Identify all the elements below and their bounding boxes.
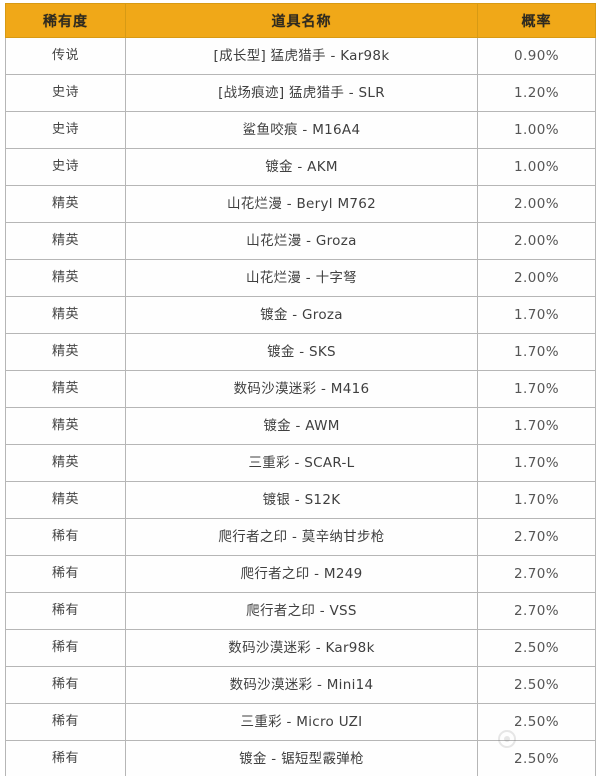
table-row: 精英 镀银 - S12K 1.70%: [5, 481, 596, 519]
cell-rarity: 史诗: [5, 74, 126, 112]
cell-probability: 1.70%: [477, 333, 596, 371]
table-row: 精英 数码沙漠迷彩 - M416 1.70%: [5, 370, 596, 408]
cell-item-name: [成长型] 猛虎猎手 - Kar98k: [125, 37, 478, 75]
cell-probability: 2.50%: [477, 666, 596, 704]
cell-rarity: 史诗: [5, 148, 126, 186]
table-row: 稀有 爬行者之印 - 莫辛纳甘步枪 2.70%: [5, 518, 596, 556]
cell-rarity: 稀有: [5, 518, 126, 556]
table-header-row: 稀有度 道具名称 概率: [5, 3, 596, 38]
cell-item-name: 镀金 - AKM: [125, 148, 478, 186]
table-row: 传说 [成长型] 猛虎猎手 - Kar98k 0.90%: [5, 37, 596, 75]
cell-rarity: 精英: [5, 407, 126, 445]
table-row: 稀有 镀金 - 锯短型霰弹枪 2.50%: [5, 740, 596, 776]
cell-item-name: 镀金 - 锯短型霰弹枪: [125, 740, 478, 776]
cell-probability: 1.00%: [477, 148, 596, 186]
table-row: 精英 镀金 - SKS 1.70%: [5, 333, 596, 371]
table-row: 精英 山花烂漫 - Beryl M762 2.00%: [5, 185, 596, 223]
cell-rarity: 史诗: [5, 111, 126, 149]
cell-rarity: 精英: [5, 444, 126, 482]
cell-item-name: 山花烂漫 - Beryl M762: [125, 185, 478, 223]
table-row: 稀有 爬行者之印 - VSS 2.70%: [5, 592, 596, 630]
cell-item-name: 山花烂漫 - Groza: [125, 222, 478, 260]
table-row: 史诗 鲨鱼咬痕 - M16A4 1.00%: [5, 111, 596, 149]
table-row: 精英 山花烂漫 - Groza 2.00%: [5, 222, 596, 260]
cell-rarity: 传说: [5, 37, 126, 75]
cell-probability: 1.20%: [477, 74, 596, 112]
cell-item-name: 镀金 - Groza: [125, 296, 478, 334]
cell-probability: 1.70%: [477, 444, 596, 482]
cell-probability: 2.50%: [477, 740, 596, 776]
cell-item-name: 镀银 - S12K: [125, 481, 478, 519]
table-row: 精英 镀金 - AWM 1.70%: [5, 407, 596, 445]
cell-item-name: 爬行者之印 - M249: [125, 555, 478, 593]
cell-probability: 2.70%: [477, 555, 596, 593]
cell-rarity: 稀有: [5, 740, 126, 776]
cell-item-name: 数码沙漠迷彩 - M416: [125, 370, 478, 408]
cell-probability: 1.00%: [477, 111, 596, 149]
cell-probability: 2.00%: [477, 222, 596, 260]
table-row: 精英 镀金 - Groza 1.70%: [5, 296, 596, 334]
cell-rarity: 精英: [5, 296, 126, 334]
cell-rarity: 稀有: [5, 629, 126, 667]
cell-probability: 2.00%: [477, 185, 596, 223]
column-header-rarity: 稀有度: [5, 3, 126, 38]
table-header: 稀有度 道具名称 概率: [5, 3, 596, 38]
table-row: 史诗 镀金 - AKM 1.00%: [5, 148, 596, 186]
cell-rarity: 稀有: [5, 666, 126, 704]
cell-probability: 2.50%: [477, 629, 596, 667]
cell-probability: 0.90%: [477, 37, 596, 75]
cell-item-name: 三重彩 - Micro UZI: [125, 703, 478, 741]
column-header-probability: 概率: [477, 3, 596, 38]
cell-probability: 2.70%: [477, 592, 596, 630]
cell-item-name: 镀金 - AWM: [125, 407, 478, 445]
table-row: 稀有 三重彩 - Micro UZI 2.50%: [5, 703, 596, 741]
cell-item-name: 数码沙漠迷彩 - Kar98k: [125, 629, 478, 667]
table-row: 稀有 数码沙漠迷彩 - Kar98k 2.50%: [5, 629, 596, 667]
table-row: 精英 山花烂漫 - 十字弩 2.00%: [5, 259, 596, 297]
cell-rarity: 精英: [5, 259, 126, 297]
cell-rarity: 稀有: [5, 703, 126, 741]
cell-item-name: 数码沙漠迷彩 - Mini14: [125, 666, 478, 704]
table-row: 史诗 [战场痕迹] 猛虎猎手 - SLR 1.20%: [5, 74, 596, 112]
cell-item-name: 镀金 - SKS: [125, 333, 478, 371]
cell-rarity: 精英: [5, 185, 126, 223]
cell-item-name: 爬行者之印 - VSS: [125, 592, 478, 630]
cell-rarity: 精英: [5, 222, 126, 260]
cell-probability: 2.70%: [477, 518, 596, 556]
cell-probability: 1.70%: [477, 481, 596, 519]
cell-probability: 2.00%: [477, 259, 596, 297]
table-row: 稀有 爬行者之印 - M249 2.70%: [5, 555, 596, 593]
table-body: 传说 [成长型] 猛虎猎手 - Kar98k 0.90% 史诗 [战场痕迹] 猛虎猎手 …: [5, 37, 596, 776]
cell-rarity: 稀有: [5, 592, 126, 630]
cell-rarity: 精英: [5, 333, 126, 371]
table-row: 精英 三重彩 - SCAR-L 1.70%: [5, 444, 596, 482]
cell-item-name: 三重彩 - SCAR-L: [125, 444, 478, 482]
item-drop-probability-table: 稀有度 道具名称 概率 传说 [成长型] 猛虎猎手 - Kar98k 0.90% 史诗…: [5, 3, 596, 776]
column-header-item-name: 道具名称: [125, 3, 478, 38]
cell-rarity: 稀有: [5, 555, 126, 593]
table-row: 稀有 数码沙漠迷彩 - Mini14 2.50%: [5, 666, 596, 704]
cell-item-name: 鲨鱼咬痕 - M16A4: [125, 111, 478, 149]
cell-probability: 2.50%: [477, 703, 596, 741]
cell-probability: 1.70%: [477, 407, 596, 445]
cell-probability: 1.70%: [477, 296, 596, 334]
cell-rarity: 精英: [5, 481, 126, 519]
cell-item-name: 山花烂漫 - 十字弩: [125, 259, 478, 297]
cell-rarity: 精英: [5, 370, 126, 408]
cell-item-name: [战场痕迹] 猛虎猎手 - SLR: [125, 74, 478, 112]
cell-item-name: 爬行者之印 - 莫辛纳甘步枪: [125, 518, 478, 556]
cell-probability: 1.70%: [477, 370, 596, 408]
